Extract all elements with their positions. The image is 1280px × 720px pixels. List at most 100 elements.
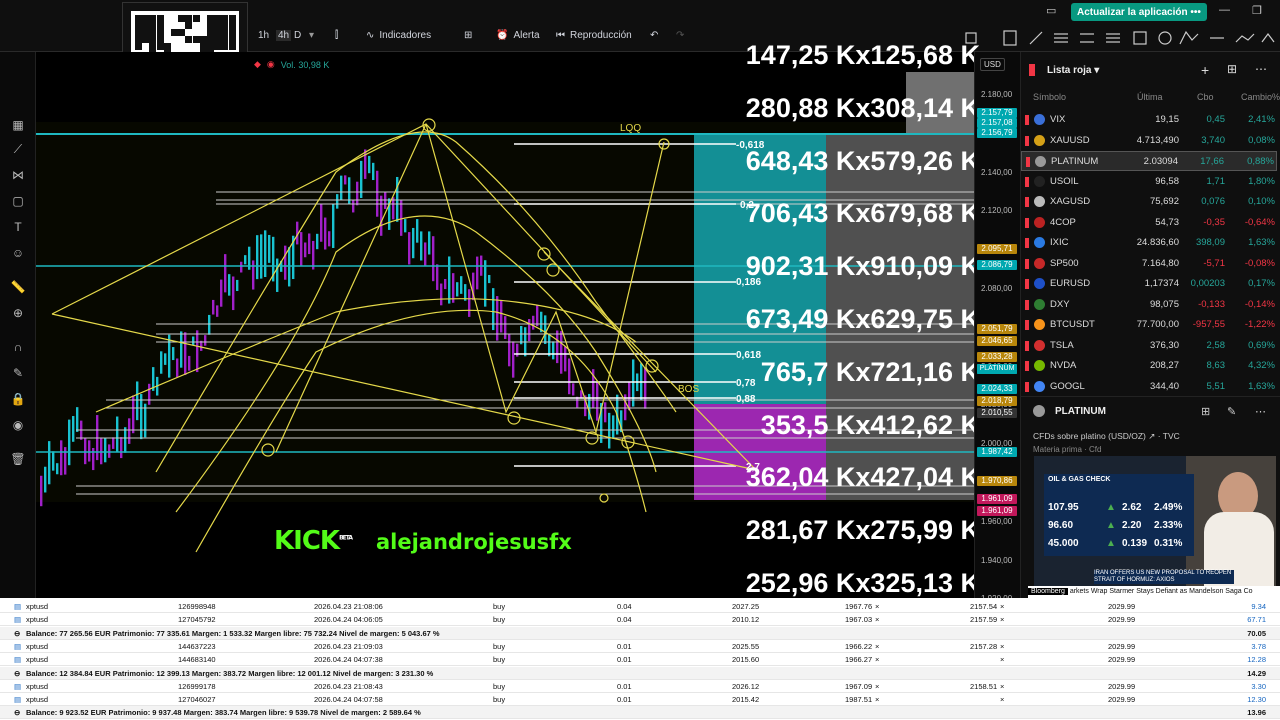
order-current-price: 2029.99	[1108, 641, 1136, 651]
emoji-tool-icon[interactable]: ☺	[11, 246, 25, 260]
interval-1h[interactable]: 1h	[258, 30, 270, 41]
layout-icon[interactable]: ⊞	[1201, 406, 1211, 418]
price-axis[interactable]: 2.180,002.160,002.140,002.120,002.100,00…	[974, 52, 1020, 603]
watchlist-row[interactable]: NVDA 208,27 8,63 4,32%	[1021, 356, 1277, 376]
line-tool-icon[interactable]: ⟋	[13, 142, 23, 156]
more-options-icon[interactable]: ⋯	[1255, 406, 1266, 418]
price-chart[interactable]: LQQ BOS -0,618 0,2 0,186 0,618 0,78 0,88…	[36, 52, 974, 598]
close-icon[interactable]: ×	[875, 615, 880, 625]
flag-icon[interactable]: ◆	[254, 59, 261, 69]
close-icon[interactable]: ×	[875, 681, 880, 691]
alert-button[interactable]: ⏰ Alerta	[496, 30, 540, 41]
change-percent: 0,69%	[1248, 339, 1275, 351]
order-volume: 0.01	[617, 655, 632, 665]
currency-selector[interactable]: USD	[980, 58, 1005, 71]
interval-dropdown-icon[interactable]: ▾	[309, 30, 315, 41]
edit-icon[interactable]: ✎	[1227, 406, 1237, 418]
candle	[72, 416, 75, 442]
watchlist-row[interactable]: PLATINUM 2.03094 17,66 0,88%	[1021, 151, 1277, 171]
candle	[216, 305, 219, 317]
kick-logo: KICKBETA	[274, 526, 353, 556]
lqq-label: LQQ	[620, 123, 641, 134]
undo-icon[interactable]: ↶	[650, 30, 659, 41]
red-flag-icon	[1025, 299, 1029, 310]
interval-4h[interactable]: 4h	[276, 30, 292, 41]
zoom-icon[interactable]: ⊕	[12, 306, 24, 320]
candle	[504, 316, 507, 339]
expand-icon[interactable]: ⊖	[14, 708, 21, 718]
symbol-icon	[1034, 237, 1045, 248]
table-view-icon[interactable]: ⊞	[1227, 62, 1238, 76]
red-flag-icon	[1025, 115, 1029, 125]
watchlist-row[interactable]: XAGUSD 75,692 0,076 0,10%	[1021, 192, 1277, 212]
symbol-icon	[1034, 257, 1045, 269]
trash-icon[interactable]: 🗑	[10, 452, 26, 466]
candle	[256, 235, 259, 280]
replay-button[interactable]: ⏮ Reproducción	[556, 30, 632, 41]
order-size-row: 362,04 Kx427,04 K	[745, 462, 980, 493]
redo-icon[interactable]: ↷	[676, 30, 685, 41]
minimize-icon[interactable]: —	[1219, 4, 1230, 16]
interval-d[interactable]: D	[294, 30, 302, 41]
pattern-tool-icon[interactable]: ⋈	[12, 168, 24, 182]
close-icon[interactable]: ×	[1000, 615, 1005, 625]
watchlist-row[interactable]: XAUUSD 4.713,490 3,740 0,08%	[1021, 131, 1277, 151]
watchlist-row[interactable]: SP500 7.164,80 -5,71 -0,08%	[1021, 254, 1277, 274]
watchlist-row[interactable]: 4COP 54,73 -0,35 -0,64%	[1021, 213, 1277, 233]
watchlist-row[interactable]: EURUSD 1,17374 0,00203 0,17%	[1021, 274, 1277, 294]
watchlist-row[interactable]: IXIC 24.836,60 398,09 1,63%	[1021, 233, 1277, 253]
watchlist-row[interactable]: BTCUSDT 77.700,00 -957,55 -1,22%	[1021, 315, 1277, 335]
order-row: ▤ xptusd 144637223 2026.04.23 21:09:03 b…	[0, 640, 1280, 653]
change: 1,71	[1206, 175, 1226, 187]
order-current-price: 2029.99	[1108, 615, 1136, 625]
watchlist-row[interactable]: TSLA 376,30 2,58 0,69%	[1021, 336, 1277, 356]
lock-icon[interactable]: 🔒	[10, 392, 26, 406]
close-icon[interactable]: ×	[1000, 695, 1005, 705]
close-icon[interactable]: ×	[875, 655, 880, 665]
price-tag: 2.157,08	[977, 118, 1017, 128]
close-icon[interactable]: ×	[1000, 602, 1005, 611]
layout-icon[interactable]: ⊞	[464, 30, 473, 41]
price-tag: 1.970,86	[977, 476, 1017, 486]
watchlist-row[interactable]: USOIL 96,58 1,71 1,80%	[1021, 172, 1277, 192]
visibility-icon[interactable]: ◉	[266, 59, 275, 69]
close-icon[interactable]: ×	[1000, 641, 1005, 651]
maximize-icon[interactable]: ❐	[1252, 5, 1262, 17]
candle	[116, 416, 119, 452]
expand-icon[interactable]: ⊖	[14, 668, 21, 678]
candle-type-icon[interactable]: ⫿	[335, 30, 339, 41]
monitor-icon[interactable]: ▭	[1046, 5, 1057, 17]
update-app-button[interactable]: Actualizar la aplicación •••	[1071, 3, 1207, 21]
text-tool-icon[interactable]: T	[14, 220, 22, 234]
brush-icon[interactable]: ✎	[12, 366, 24, 380]
add-symbol-icon[interactable]: +	[1201, 62, 1210, 78]
grid-icon[interactable]: ▦	[12, 118, 24, 132]
candle	[236, 279, 239, 292]
shape-tool-icon[interactable]: ▢	[12, 194, 24, 208]
watchlist-row[interactable]: GOOGL 344,40 5,51 1,63%	[1021, 377, 1277, 397]
order-ticket: 127046027	[178, 695, 216, 705]
fib-label: 0,88	[736, 394, 756, 405]
gray-zone-top	[906, 72, 974, 134]
close-icon[interactable]: ×	[875, 641, 880, 651]
ruler-icon[interactable]: 📏	[10, 280, 26, 294]
order-open-price: 2015.42	[732, 695, 760, 705]
candle	[392, 197, 395, 220]
indicators-button[interactable]: ∿ Indicadores	[366, 30, 432, 41]
magnet-icon[interactable]: ∩	[13, 340, 23, 354]
close-icon[interactable]: ×	[875, 695, 880, 705]
drawing-tools-icons[interactable]	[962, 26, 1280, 52]
news-video[interactable]: OIL & GAS CHECK 107.95 ▲ 2.62 2.49% 96.60 ▲ 2…	[1034, 456, 1276, 596]
watchlist-title[interactable]: Lista roja ▾	[1047, 65, 1100, 76]
watchlist-row[interactable]: VIX 19,15 0,45 2,41%	[1021, 110, 1277, 130]
watchlist-row[interactable]: DXY 98,075 -0,133 -0,14%	[1021, 295, 1277, 315]
close-icon[interactable]: ×	[875, 602, 880, 611]
chart-canvas[interactable]: LQQ BOS -0,618 0,2 0,186 0,618 0,78 0,88…	[36, 52, 974, 598]
change: -0,133	[1198, 298, 1225, 310]
more-options-icon[interactable]: ⋯	[1255, 62, 1267, 76]
expand-icon[interactable]: ⊖	[14, 628, 21, 638]
eye-icon[interactable]: ◉	[12, 418, 24, 432]
close-icon[interactable]: ×	[1000, 655, 1005, 665]
close-icon[interactable]: ×	[1000, 681, 1005, 691]
candle	[492, 288, 495, 331]
